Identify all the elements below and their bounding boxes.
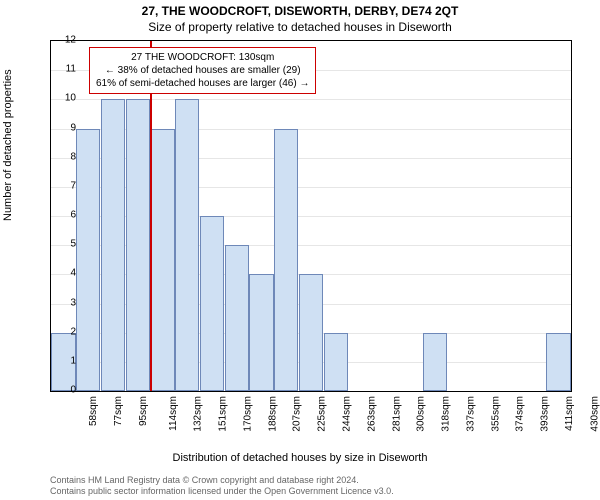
footer: Contains HM Land Registry data © Crown c… (50, 475, 590, 498)
callout-box: 27 THE WOODCROFT: 130sqm← 38% of detache… (89, 47, 316, 94)
y-axis-label: Number of detached properties (2, 69, 14, 221)
ytick-label: 8 (70, 151, 76, 162)
footer-line1: Contains HM Land Registry data © Crown c… (50, 475, 590, 487)
ytick-label: 12 (65, 35, 76, 46)
xtick-label: 58sqm (88, 396, 99, 426)
histogram-bar (423, 333, 447, 391)
histogram-bar (101, 99, 125, 391)
plot-area: 27 THE WOODCROFT: 130sqm← 38% of detache… (50, 40, 572, 392)
xtick-label: 244sqm (342, 396, 353, 432)
xtick-label: 411sqm (564, 396, 575, 431)
xtick-label: 281sqm (391, 396, 402, 432)
histogram-bar (225, 245, 249, 391)
xtick-label: 393sqm (540, 396, 551, 432)
ytick-label: 3 (70, 297, 76, 308)
xtick-label: 95sqm (138, 396, 149, 426)
histogram-bar (274, 129, 298, 392)
callout-line1: 27 THE WOODCROFT: 130sqm (96, 51, 309, 64)
ytick-label: 5 (70, 239, 76, 250)
histogram-bar (76, 129, 100, 392)
ytick-label: 10 (65, 93, 76, 104)
ytick-label: 2 (70, 326, 76, 337)
ytick-label: 0 (70, 385, 76, 396)
ytick-label: 7 (70, 180, 76, 191)
xtick-label: 132sqm (193, 396, 204, 432)
xtick-label: 225sqm (317, 396, 328, 432)
xtick-label: 77sqm (113, 396, 124, 426)
footer-line2: Contains public sector information licen… (50, 486, 590, 498)
xtick-label: 430sqm (589, 396, 600, 432)
ytick-label: 11 (66, 64, 76, 75)
histogram-bar (324, 333, 348, 391)
ytick-label: 4 (70, 268, 76, 279)
ytick-label: 9 (70, 122, 76, 133)
xtick-label: 318sqm (441, 396, 452, 432)
xtick-label: 263sqm (366, 396, 377, 432)
xtick-label: 188sqm (267, 396, 278, 432)
xtick-label: 170sqm (243, 396, 254, 432)
x-axis-label: Distribution of detached houses by size … (0, 452, 600, 464)
histogram-bar (200, 216, 224, 391)
xtick-label: 374sqm (515, 396, 526, 432)
ytick-label: 1 (70, 355, 76, 366)
callout-line2: ← 38% of detached houses are smaller (29… (96, 64, 309, 77)
histogram-bar (126, 99, 150, 391)
histogram-bar (299, 274, 323, 391)
histogram-bar (546, 333, 570, 391)
xtick-label: 300sqm (416, 396, 427, 432)
xtick-label: 114sqm (168, 396, 179, 431)
xtick-label: 355sqm (490, 396, 501, 432)
title-line1: 27, THE WOODCROFT, DISEWORTH, DERBY, DE7… (0, 4, 600, 18)
histogram-bar (249, 274, 273, 391)
xtick-label: 151sqm (218, 396, 229, 432)
xtick-label: 337sqm (465, 396, 476, 432)
callout-line3: 61% of semi-detached houses are larger (… (96, 77, 309, 90)
histogram-bar (175, 99, 199, 391)
title-line2: Size of property relative to detached ho… (0, 20, 600, 34)
ytick-label: 6 (70, 210, 76, 221)
histogram-bar (150, 129, 174, 392)
xtick-label: 207sqm (292, 396, 303, 432)
